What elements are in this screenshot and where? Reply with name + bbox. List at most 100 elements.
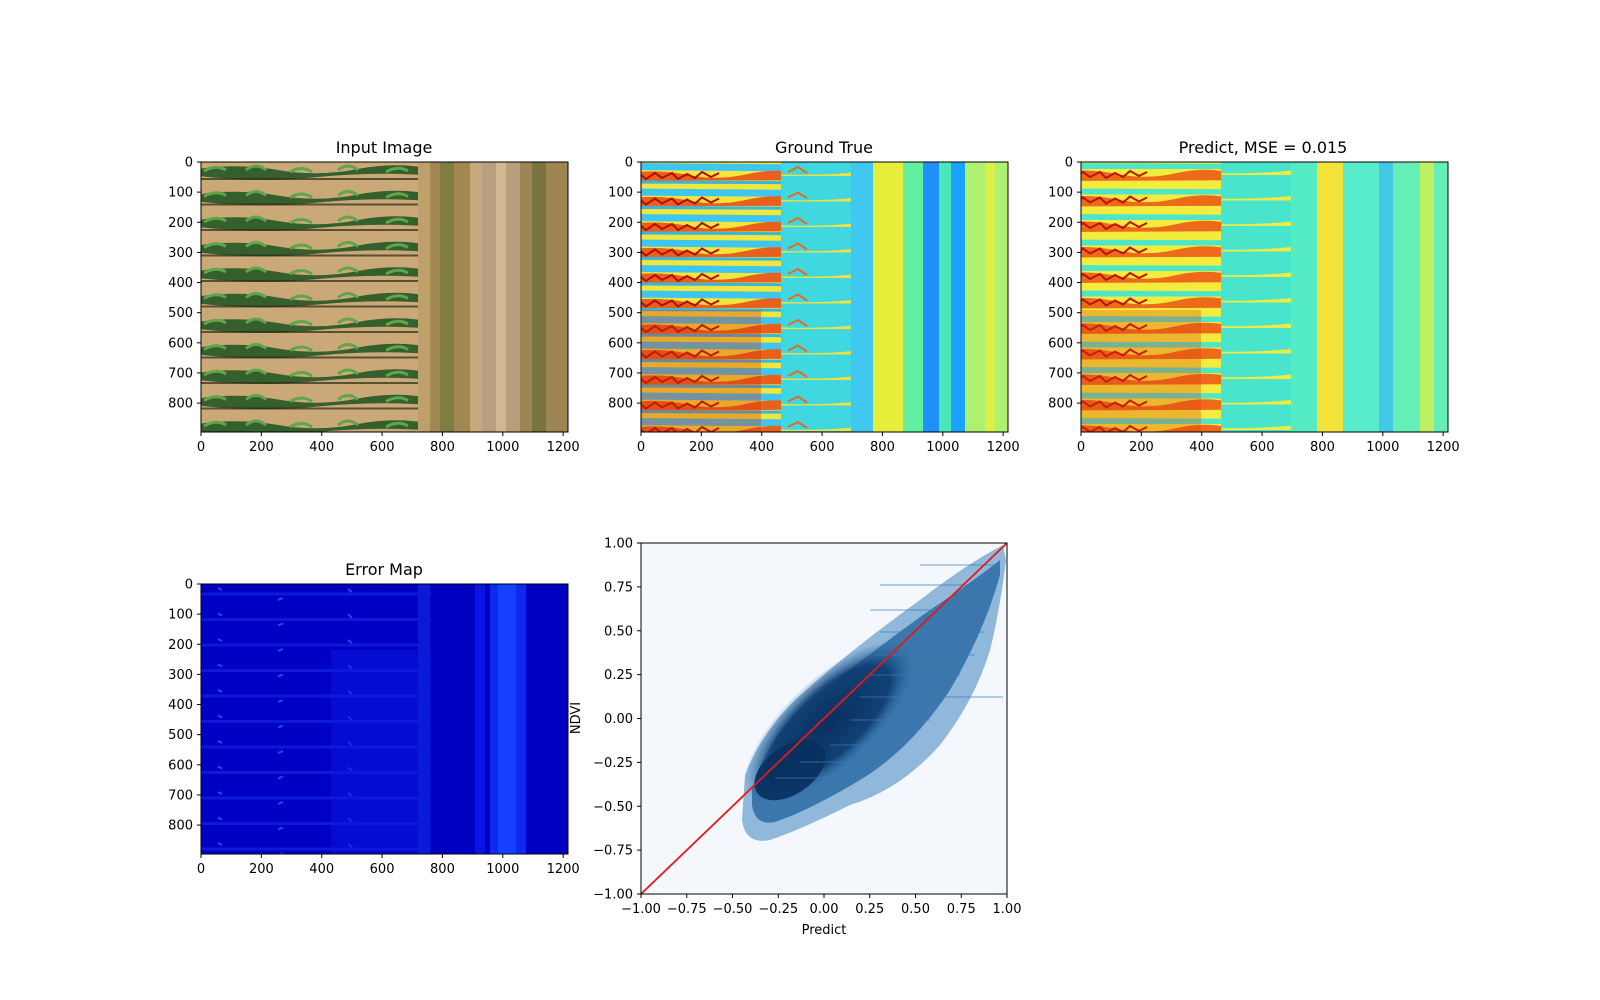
tick-label: 600 [608,336,633,351]
tick-label: −0.25 [758,902,798,917]
tick-label: 700 [168,366,193,381]
predict-raster [1081,162,1448,432]
axes-frame-error [200,583,569,855]
tick-label: 1200 [1427,440,1460,455]
tick-label: 0 [637,440,645,455]
tick-label: 1200 [547,440,580,455]
tick-label: 400 [749,440,774,455]
tick-label: 500 [1048,306,1073,321]
scatter-ylabel: NDVI [569,702,584,734]
panel-ground-true: Ground True 0 200 400 600 800 1000 1200 0 100 20… [608,138,1020,455]
axes-frame-truth [640,161,1009,433]
panel-scatter: −1.00 −0.75 −0.50 −0.25 0.00 0.25 0.50 0.75 1.00… [569,537,1021,939]
tick-label: 800 [1310,440,1335,455]
tick-label: −1.00 [593,888,633,903]
tick-label: 200 [608,216,633,231]
tick-label: 0.25 [604,668,633,683]
axes-frame-predict [1080,161,1449,433]
tick-label: 1200 [547,862,580,877]
tick-label: 800 [608,397,633,412]
xaxis-input: 0 200 400 600 800 1000 1200 [197,432,580,455]
tick-label: 1000 [926,440,959,455]
tick-label: 600 [370,862,395,877]
yaxis-error: 0 100 200 300 400 500 600 700 800 [168,578,201,834]
xaxis-predict: 0 200 400 600 800 1000 1200 [1077,432,1460,455]
tick-label: 1000 [486,440,519,455]
tick-label: 200 [249,440,274,455]
tick-label: 0 [185,578,193,593]
tick-label: 0.50 [604,624,633,639]
tick-label: 100 [168,608,193,623]
tick-label: 0.25 [855,902,884,917]
identity-line [640,542,1008,895]
tick-label: 800 [430,862,455,877]
tick-label: 1000 [1366,440,1399,455]
tick-label: 400 [608,276,633,291]
tick-label: 600 [810,440,835,455]
tick-label: 800 [168,397,193,412]
tick-label: 700 [608,366,633,381]
tick-label: 500 [168,306,193,321]
tick-label: 100 [1048,186,1073,201]
tick-label: 0.75 [947,902,976,917]
tick-label: 0.75 [604,580,633,595]
tick-label: 0 [197,862,205,877]
panel-title-error: Error Map [345,560,423,579]
tick-label: 600 [370,440,395,455]
xaxis-scatter: −1.00 −0.75 −0.50 −0.25 0.00 0.25 0.50 0.75 1.00 [621,894,1021,917]
tick-label: 400 [309,862,334,877]
yaxis-input: 0 100 200 300 400 500 600 700 800 [168,156,201,412]
yaxis-truth: 0 100 200 300 400 500 600 700 800 [608,156,641,412]
tick-label: 300 [168,668,193,683]
tick-label: −1.00 [621,902,661,917]
tick-label: 0 [1077,440,1085,455]
error-map-raster [201,584,568,854]
tick-label: 0.50 [901,902,930,917]
scatter-point-cloud [742,545,1006,841]
panel-title-predict: Predict, MSE = 0.015 [1179,138,1348,157]
tick-label: 1.00 [604,537,633,552]
tick-label: −0.25 [593,756,633,771]
tick-label: 200 [168,638,193,653]
tick-label: 100 [608,186,633,201]
xaxis-error: 0 200 400 600 800 1000 1200 [197,854,580,877]
tick-label: 1000 [486,862,519,877]
tick-label: 800 [870,440,895,455]
tick-label: 400 [1189,440,1214,455]
tick-label: 300 [1048,246,1073,261]
axes-frame-input [200,161,569,433]
tick-label: 1.00 [993,902,1022,917]
tick-label: 400 [168,276,193,291]
tick-label: 200 [168,216,193,231]
panel-error-map: Error Map 0 200 400 600 800 1000 1200 0 100 200 3… [168,560,580,877]
tick-label: 600 [1250,440,1275,455]
tick-label: 200 [689,440,714,455]
ground-true-raster [641,162,1008,432]
yaxis-predict: 0 100 200 300 400 500 600 700 800 [1048,156,1081,412]
panel-predict: Predict, MSE = 0.015 0 200 400 600 800 1000 12… [1048,138,1460,455]
tick-label: 400 [309,440,334,455]
tick-label: 300 [608,246,633,261]
xaxis-truth: 0 200 400 600 800 1000 1200 [637,432,1020,455]
scatter-xlabel: Predict [802,923,847,938]
panel-title-truth: Ground True [775,138,873,157]
tick-label: 300 [168,246,193,261]
input-image-raster [201,162,568,432]
tick-label: 400 [168,698,193,713]
tick-label: 700 [1048,366,1073,381]
tick-label: 100 [168,186,193,201]
tick-label: 0 [185,156,193,171]
tick-label: 600 [168,758,193,773]
tick-label: 200 [1048,216,1073,231]
tick-label: 800 [168,819,193,834]
tick-label: −0.75 [593,844,633,859]
tick-label: 700 [168,788,193,803]
tick-label: 200 [249,862,274,877]
tick-label: 600 [168,336,193,351]
panel-input-image: Input Image 0 200 400 600 800 1000 1200 0 100 20… [168,138,580,455]
tick-label: −0.75 [667,902,707,917]
tick-label: 400 [1048,276,1073,291]
tick-label: 0 [625,156,633,171]
tick-label: −0.50 [593,800,633,815]
